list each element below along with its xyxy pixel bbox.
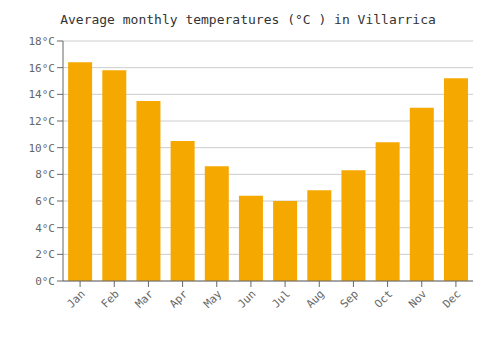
svg-text:Sep: Sep [338, 287, 361, 310]
svg-text:Jul: Jul [269, 287, 292, 310]
svg-text:0°C: 0°C [35, 275, 55, 288]
svg-text:Dec: Dec [440, 287, 463, 310]
svg-text:18°C: 18°C [29, 35, 56, 48]
svg-text:Aug: Aug [304, 287, 327, 310]
svg-text:10°C: 10°C [29, 142, 56, 155]
svg-text:2°C: 2°C [35, 248, 55, 261]
svg-text:Jun: Jun [235, 287, 258, 310]
svg-text:12°C: 12°C [29, 115, 56, 128]
svg-text:May: May [201, 287, 225, 311]
svg-text:4°C: 4°C [35, 222, 55, 235]
svg-text:16°C: 16°C [29, 62, 56, 75]
svg-text:Oct: Oct [372, 287, 395, 310]
svg-text:Mar: Mar [133, 287, 157, 311]
html-text:Average monthly temperatures (: Average monthly temperatures (°C ) in Vi… [60, 12, 436, 27]
svg-text:6°C: 6°C [35, 195, 55, 208]
svg-text:Nov: Nov [406, 287, 430, 311]
svg-text:Apr: Apr [167, 287, 191, 311]
svg-text:Jan: Jan [64, 287, 87, 310]
svg-text:Feb: Feb [99, 287, 122, 310]
svg-text:8°C: 8°C [35, 168, 55, 181]
svg-text:14°C: 14°C [29, 88, 56, 101]
